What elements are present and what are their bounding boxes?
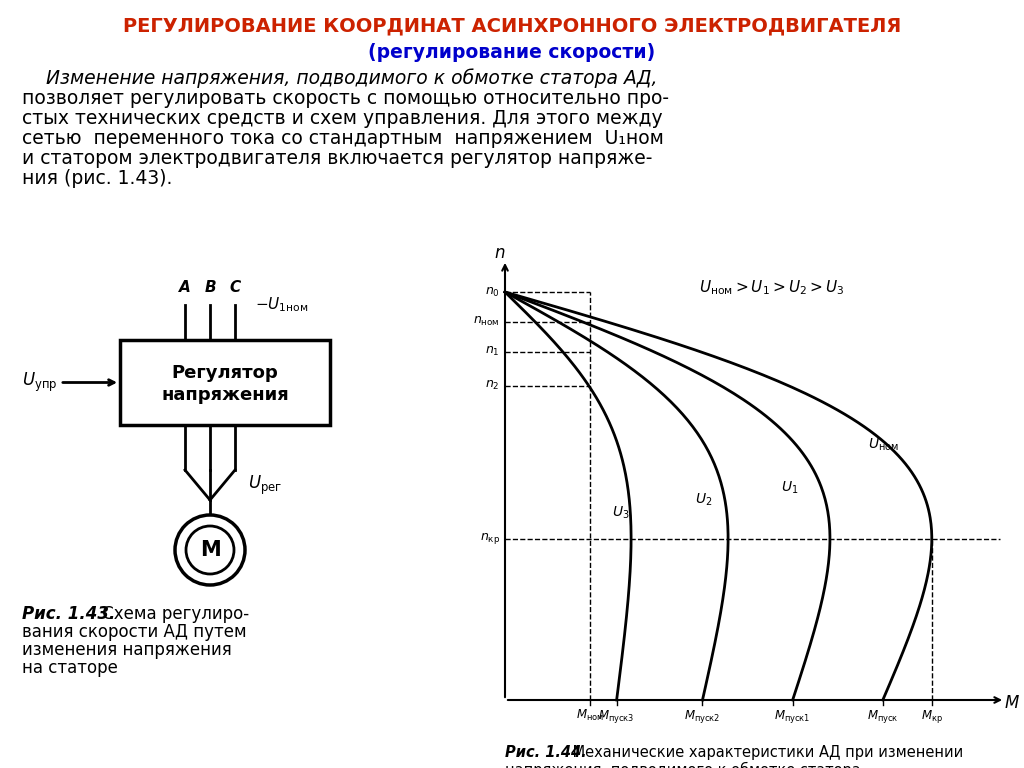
Text: $U_{\text{ном}}$: $U_{\text{ном}}$ — [867, 437, 899, 453]
Text: C: C — [229, 280, 241, 295]
Bar — [120, 340, 330, 425]
Text: Изменение напряжения, подводимого к обмотке статора АД,: Изменение напряжения, подводимого к обмо… — [22, 68, 657, 88]
Text: A: A — [179, 280, 190, 295]
Circle shape — [175, 515, 245, 585]
Text: Рис. 1.43.: Рис. 1.43. — [22, 605, 116, 623]
Text: позволяет регулировать скорость с помощью относительно про-: позволяет регулировать скорость с помощь… — [22, 88, 669, 108]
Text: $M_{\text{пуск1}}$: $M_{\text{пуск1}}$ — [774, 708, 811, 725]
Text: $U_{\text{упр}}$: $U_{\text{упр}}$ — [22, 371, 57, 394]
Text: $n_{\text{ном}}$: $n_{\text{ном}}$ — [473, 315, 500, 328]
Text: $M_{\text{пуск}}$: $M_{\text{пуск}}$ — [867, 708, 899, 725]
Text: (регулирование скорости): (регулирование скорости) — [369, 42, 655, 61]
Text: изменения напряжения: изменения напряжения — [22, 641, 231, 659]
Text: $M_{\text{кр}}$: $M_{\text{кр}}$ — [921, 708, 943, 725]
Text: $n_0$: $n_0$ — [485, 286, 500, 299]
Text: ния (рис. 1.43).: ния (рис. 1.43). — [22, 168, 172, 187]
Text: $M_{\text{пуск2}}$: $M_{\text{пуск2}}$ — [684, 708, 721, 725]
Text: $U_{\text{рег}}$: $U_{\text{рег}}$ — [248, 473, 283, 497]
Text: Регулятор: Регулятор — [172, 363, 279, 382]
Text: B: B — [204, 280, 216, 295]
Text: $n_1$: $n_1$ — [485, 345, 500, 358]
Text: вания скорости АД путем: вания скорости АД путем — [22, 623, 247, 641]
Text: РЕГУЛИРОВАНИЕ КООРДИНАТ АСИНХРОННОГО ЭЛЕКТРОДВИГАТЕЛЯ: РЕГУЛИРОВАНИЕ КООРДИНАТ АСИНХРОННОГО ЭЛЕ… — [123, 16, 901, 35]
Text: n: n — [495, 244, 505, 262]
Text: M: M — [1005, 694, 1019, 712]
Text: на статоре: на статоре — [22, 659, 118, 677]
Text: $M_{\text{пуск3}}$: $M_{\text{пуск3}}$ — [598, 708, 635, 725]
Text: Схема регулиро-: Схема регулиро- — [97, 605, 249, 623]
Text: $U_3$: $U_3$ — [612, 505, 630, 521]
Text: стых технических средств и схем управления. Для этого между: стых технических средств и схем управлен… — [22, 108, 663, 127]
Text: Рис. 1.44.: Рис. 1.44. — [505, 745, 587, 760]
Text: $-U_{1\text{ном}}$: $-U_{1\text{ном}}$ — [255, 296, 308, 314]
Text: $U_1$: $U_1$ — [781, 479, 799, 495]
Text: $U_2$: $U_2$ — [694, 492, 712, 508]
Text: $M_{\text{ном}}$: $M_{\text{ном}}$ — [575, 708, 604, 723]
Text: $n_{\text{кр}}$: $n_{\text{кр}}$ — [480, 531, 500, 546]
Text: $n_2$: $n_2$ — [485, 379, 500, 392]
Text: Механические характеристики АД при изменении: Механические характеристики АД при измен… — [568, 745, 964, 760]
Text: и статором электродвигателя включается регулятор напряже-: и статором электродвигателя включается р… — [22, 148, 652, 167]
Text: М: М — [200, 540, 220, 560]
Text: напряжения, подводимого к обмотке статора: напряжения, подводимого к обмотке статор… — [505, 762, 861, 768]
Text: $U_{\text{ном}}>U_1>U_2>U_3$: $U_{\text{ном}}>U_1>U_2>U_3$ — [699, 279, 845, 297]
Text: сетью  переменного тока со стандартным  напряжением  U₁ном: сетью переменного тока со стандартным на… — [22, 128, 664, 147]
Text: напряжения: напряжения — [161, 386, 289, 403]
Circle shape — [186, 526, 234, 574]
